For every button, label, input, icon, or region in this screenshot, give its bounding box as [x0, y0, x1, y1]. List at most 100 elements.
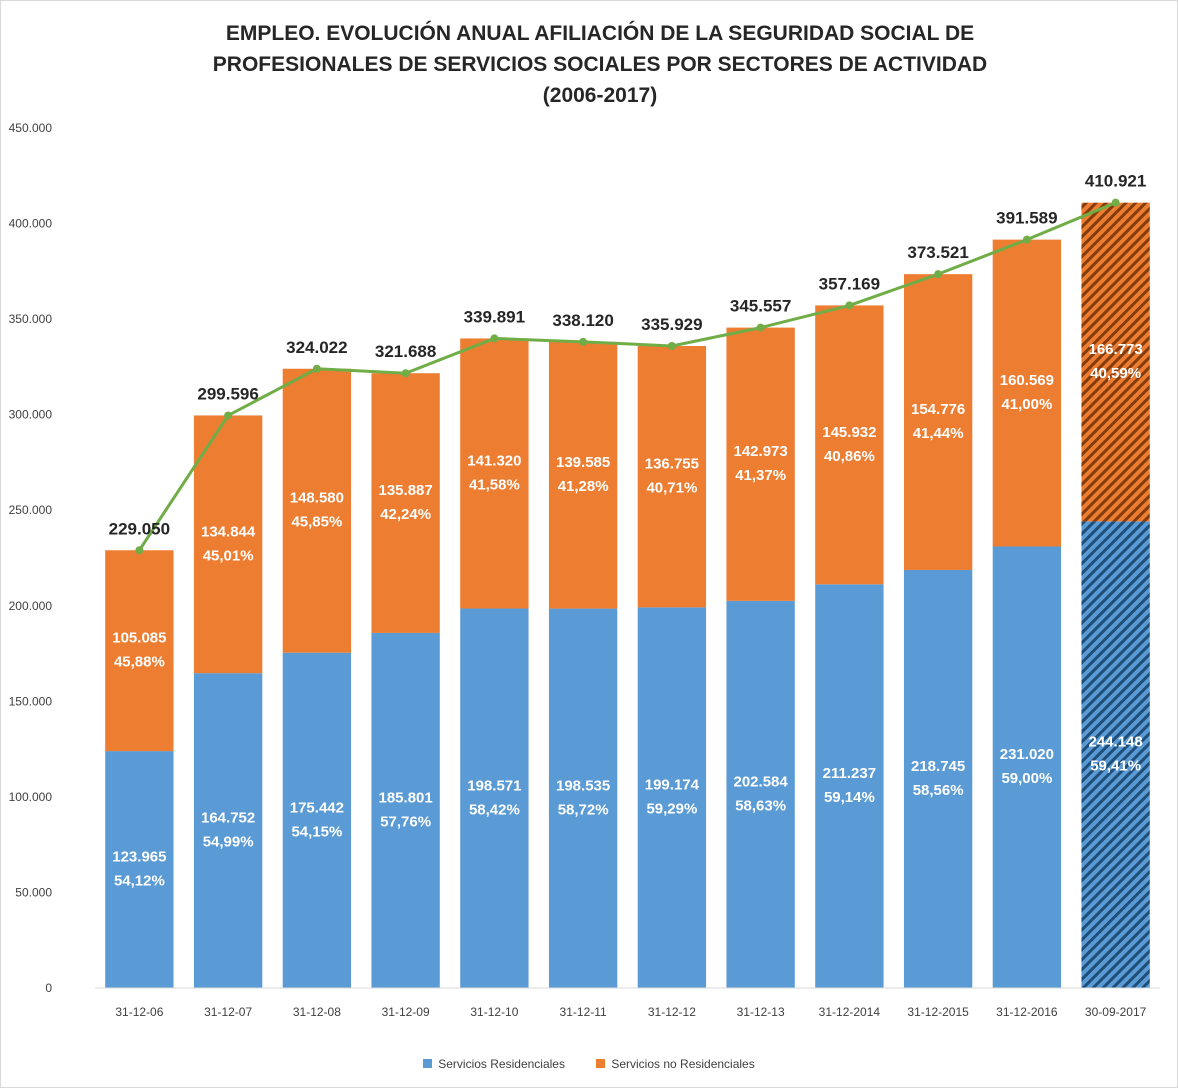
x-axis: 31-12-06 31-12-07 31-12-08 31-12-09 31-12-10…: [95, 987, 1160, 1019]
value-label-residenciales: 123.965: [112, 849, 166, 866]
x-tick-label: 31-12-06: [115, 1005, 163, 1019]
bar-residenciales: [193, 673, 263, 988]
percent-label-residenciales: 57,76%: [380, 813, 431, 830]
x-tick-label: 31-12-13: [737, 1005, 785, 1019]
total-label: 324.022: [286, 338, 347, 357]
value-label-no-residenciales: 142.973: [734, 443, 788, 460]
total-marker: [934, 270, 943, 279]
total-marker: [756, 323, 765, 332]
bar-residenciales: [1081, 521, 1150, 988]
total-marker: [312, 364, 321, 373]
bar-no-residenciales: [460, 338, 529, 609]
value-label-no-residenciales: 154.776: [911, 401, 965, 418]
percent-label-no-residenciales: 41,58%: [469, 476, 520, 493]
bar-no-residenciales: [992, 239, 1062, 547]
bar-no-residenciales: [193, 415, 263, 674]
percent-label-residenciales: 58,56%: [913, 782, 964, 799]
bar-no-residenciales: [903, 274, 973, 570]
bar-residenciales: [105, 751, 174, 988]
value-label-no-residenciales: 145.932: [822, 424, 876, 441]
legend-label-no-residenciales: Servicios no Residenciales: [611, 1056, 755, 1071]
percent-label-no-residenciales: 45,85%: [291, 514, 342, 531]
bar-no-residenciales: [105, 550, 174, 752]
value-label-no-residenciales: 148.580: [290, 490, 344, 507]
value-label-residenciales: 231.020: [1000, 746, 1054, 763]
x-tick-label: 30-09-2017: [1085, 1005, 1147, 1019]
percent-label-residenciales: 59,41%: [1090, 758, 1141, 775]
total-label: 345.557: [730, 297, 791, 316]
total-marker: [401, 369, 410, 378]
y-tick-label: 150.000: [9, 694, 53, 708]
total-marker: [579, 337, 588, 346]
bar-residenciales: [637, 607, 707, 988]
bar-residenciales: [371, 632, 440, 988]
y-tick-label: 450.000: [9, 121, 53, 135]
total-label: 391.589: [996, 209, 1057, 228]
x-tick-label: 31-12-09: [382, 1005, 430, 1019]
value-label-residenciales: 198.535: [556, 777, 610, 794]
total-marker: [1022, 235, 1031, 244]
x-tick-label: 31-12-2014: [819, 1005, 881, 1019]
y-tick-label: 300.000: [9, 408, 53, 422]
x-tick-label: 31-12-2015: [907, 1005, 969, 1019]
value-label-residenciales: 185.801: [379, 789, 433, 806]
total-label: 373.521: [907, 243, 968, 262]
x-tick-label: 31-12-2016: [996, 1005, 1058, 1019]
value-label-residenciales: 175.442: [290, 799, 344, 816]
bar-no-residenciales: [637, 346, 707, 608]
total-marker: [845, 301, 854, 310]
value-label-no-residenciales: 135.887: [379, 482, 433, 499]
x-tick-label: 31-12-07: [204, 1005, 252, 1019]
chart-title-line-2: PROFESIONALES DE SERVICIOS SOCIALES POR …: [212, 53, 988, 76]
total-series-line: [138, 201, 1117, 552]
y-axis: 0 50.000 100.000 150.000 200.000 250.000 300.0…: [9, 121, 53, 995]
percent-label-no-residenciales: 45,01%: [203, 547, 254, 564]
x-tick-label: 31-12-12: [648, 1005, 696, 1019]
legend-label-residenciales: Servicios Residenciales: [438, 1056, 565, 1071]
value-label-residenciales: 218.745: [911, 758, 965, 775]
x-tick-label: 31-12-11: [560, 1005, 607, 1019]
bar-residenciales: [726, 600, 795, 988]
value-label-residenciales: 164.752: [201, 810, 255, 827]
bar-residenciales: [460, 608, 529, 988]
percent-label-no-residenciales: 41,00%: [1001, 396, 1052, 413]
percent-label-residenciales: 54,99%: [203, 834, 254, 851]
percent-label-residenciales: 58,63%: [735, 797, 786, 814]
bar-residenciales: [282, 652, 352, 988]
bar-residenciales: [548, 608, 618, 988]
total-label: 229.050: [109, 519, 170, 538]
bars-group: [105, 202, 1150, 988]
inner-labels-group: 123.965 54,12% 105.085 45,88% 164.752 54,99% 1…: [112, 341, 1142, 889]
y-tick-label: 250.000: [9, 503, 53, 517]
chart-title: EMPLEO. EVOLUCIÓN ANUAL AFILIACIÓN DE LA…: [100, 18, 1100, 111]
percent-label-residenciales: 59,14%: [824, 789, 875, 806]
value-label-no-residenciales: 141.320: [467, 452, 521, 469]
bar-no-residenciales: [815, 305, 884, 585]
total-label: 339.891: [464, 307, 525, 326]
percent-label-no-residenciales: 41,44%: [913, 425, 964, 442]
value-label-no-residenciales: 105.085: [112, 630, 166, 647]
y-tick-label: 0: [45, 981, 52, 995]
chart-title-line-3: (2006-2017): [542, 84, 658, 107]
y-tick-label: 100.000: [9, 790, 53, 804]
bar-no-residenciales: [282, 368, 352, 653]
chart-title-line-1: EMPLEO. EVOLUCIÓN ANUAL AFILIACIÓN DE LA…: [225, 22, 975, 45]
legend-item-no-residenciales: Servicios no Residenciales: [596, 1056, 755, 1071]
percent-label-residenciales: 54,15%: [291, 823, 342, 840]
percent-label-no-residenciales: 41,37%: [735, 467, 786, 484]
percent-label-residenciales: 59,29%: [646, 801, 697, 818]
value-label-residenciales: 244.148: [1089, 734, 1143, 751]
value-label-no-residenciales: 139.585: [556, 454, 610, 471]
bar-residenciales: [992, 546, 1062, 988]
percent-label-residenciales: 58,72%: [558, 801, 609, 818]
x-tick-label: 31-12-08: [293, 1005, 341, 1019]
total-label: 335.929: [641, 315, 702, 334]
bar-no-residenciales: [371, 373, 440, 633]
value-label-residenciales: 211.237: [823, 765, 876, 782]
legend-swatch-no-residenciales: [596, 1059, 606, 1069]
legend: Servicios Residenciales Servicios no Res…: [0, 1056, 1178, 1071]
percent-label-residenciales: 58,42%: [469, 801, 520, 818]
value-label-residenciales: 202.584: [734, 773, 789, 790]
total-marker: [490, 334, 499, 343]
percent-label-no-residenciales: 42,24%: [380, 506, 431, 523]
